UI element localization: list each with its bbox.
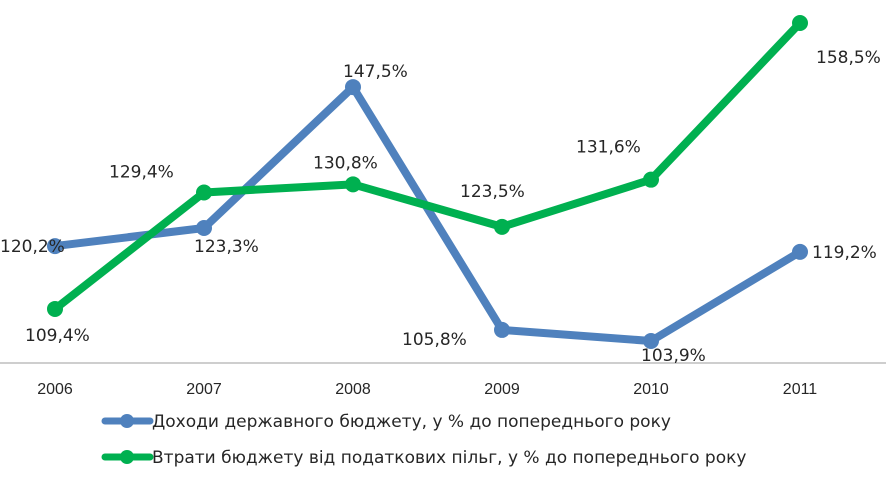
series-line-revenue xyxy=(54,83,803,345)
legend-item-losses: Втрати бюджету від податкових пільг, у %… xyxy=(101,448,746,468)
data-point-losses-2007 xyxy=(196,184,212,201)
data-point-losses-2009 xyxy=(494,218,510,235)
legend-label-losses: Втрати бюджету від податкових пільг, у %… xyxy=(152,448,746,468)
x-tick-label-2010: 2010 xyxy=(633,381,669,398)
data-label-revenue-2008: 147,5% xyxy=(343,62,408,82)
legend: Доходи державного бюджету, у % до попере… xyxy=(101,412,746,468)
data-label-revenue-2011: 119,2% xyxy=(812,243,877,263)
data-point-losses-2010 xyxy=(643,171,659,188)
legend-item-revenue: Доходи державного бюджету, у % до попере… xyxy=(101,412,671,432)
legend-label-revenue: Доходи державного бюджету, у % до попере… xyxy=(152,412,671,432)
data-label-revenue-2010: 103,9% xyxy=(641,346,706,366)
data-point-revenue-2011 xyxy=(792,243,808,260)
series-line-losses xyxy=(52,20,803,313)
legend-swatch-marker-losses xyxy=(120,450,134,464)
data-label-revenue-2007: 123,3% xyxy=(194,237,259,257)
x-tick-label-2007: 2007 xyxy=(186,381,222,398)
x-tick-label-2008: 2008 xyxy=(335,381,371,398)
x-tick-label-2011: 2011 xyxy=(783,381,818,398)
data-point-losses-2006 xyxy=(47,300,63,317)
x-tick-layer: 2006 2007 2008 2009 2010 2011 xyxy=(37,381,817,398)
data-point-losses-2011 xyxy=(792,15,808,31)
data-label-revenue-2006: 120,2% xyxy=(0,237,65,257)
data-label-losses-2007: 129,4% xyxy=(109,162,174,182)
legend-swatch-marker-revenue xyxy=(120,414,134,428)
x-tick-label-2009: 2009 xyxy=(484,381,520,398)
series-layer xyxy=(47,15,808,349)
data-label-layer: 120,2% 123,3% 147,5% 105,8% 103,9% 119,2% 109,… xyxy=(0,48,881,366)
data-point-revenue-2006 xyxy=(47,238,63,255)
data-label-losses-2010: 131,6% xyxy=(576,138,641,158)
data-point-revenue-2010 xyxy=(643,333,659,349)
data-label-losses-2011: 158,5% xyxy=(816,48,881,68)
data-label-losses-2008: 130,8% xyxy=(313,153,378,173)
data-label-losses-2009: 123,5% xyxy=(460,182,525,202)
data-point-revenue-2009 xyxy=(494,321,510,338)
x-tick-label-2006: 2006 xyxy=(37,381,73,398)
data-label-losses-2006: 109,4% xyxy=(25,326,90,346)
data-point-revenue-2007 xyxy=(196,220,212,237)
data-label-revenue-2009: 105,8% xyxy=(402,330,467,350)
data-point-losses-2008 xyxy=(345,176,361,193)
data-point-revenue-2008 xyxy=(345,79,361,96)
